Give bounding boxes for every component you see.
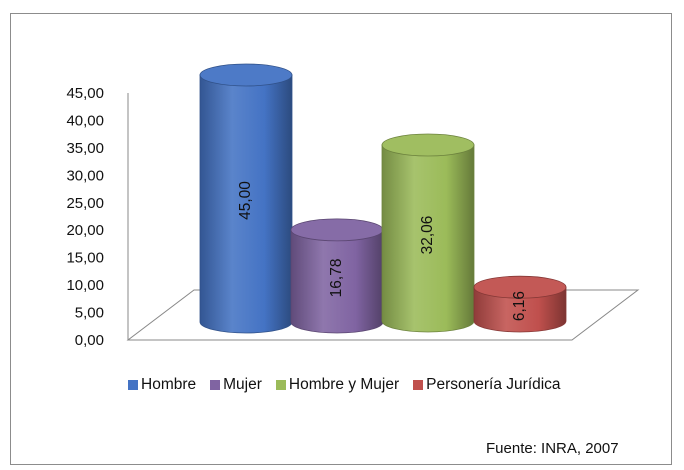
- legend-item: Personería Jurídica: [413, 376, 561, 394]
- chart-frame: [10, 13, 672, 465]
- bar-body: [473, 286, 567, 333]
- y-tick-labels: 0,00 5,00 10,00 15,00 20,00 25,00 30,00 35,00 40…: [66, 85, 104, 349]
- axis-layer: [126, 93, 640, 341]
- legend-item: Mujer: [210, 376, 262, 394]
- bar-mujer: [290, 218, 384, 334]
- bar-body: [381, 144, 475, 333]
- source-note: Fuente: INRA, 2007: [486, 440, 619, 457]
- y-tick-label: 25,00: [66, 195, 104, 212]
- data-label: 16,78: [328, 259, 345, 298]
- bar-top: [473, 275, 567, 299]
- data-label: 6,16: [511, 291, 528, 321]
- y-tick-label: 45,00: [66, 85, 104, 102]
- bar-hombre: [199, 63, 293, 334]
- y-tick-label: 30,00: [66, 167, 104, 184]
- legend-label: Personería Jurídica: [426, 376, 561, 393]
- y-tick-label: 5,00: [75, 305, 104, 322]
- data-label: 45,00: [237, 181, 254, 220]
- y-tick-label: 35,00: [66, 140, 104, 157]
- data-labels: 45,00 16,78 32,06 6,16: [237, 181, 528, 321]
- legend-swatch: [210, 380, 221, 390]
- y-tick-label: 10,00: [66, 277, 104, 294]
- legend-item: Hombre y Mujer: [275, 376, 400, 394]
- y-tick-label: 0,00: [75, 332, 104, 349]
- y-tick-label: 15,00: [66, 250, 104, 267]
- legend-swatch: [275, 380, 286, 390]
- legend-label: Hombre y Mujer: [288, 376, 400, 393]
- chart-floor: [126, 289, 640, 341]
- legend: Hombre Mujer Hombre y Mujer Personería Jurí…: [128, 374, 561, 396]
- bar-body: [290, 229, 384, 334]
- y-tick-label: 40,00: [66, 112, 104, 129]
- y-tick-label: 20,00: [66, 222, 104, 239]
- bar-body: [199, 74, 293, 334]
- legend-swatch: [128, 380, 138, 390]
- legend-label: Hombre: [141, 376, 197, 393]
- bar-hombre-y-mujer: [381, 133, 475, 333]
- bar-top: [381, 133, 475, 157]
- legend-swatch: [413, 380, 424, 390]
- data-label: 32,06: [419, 216, 436, 255]
- bar-top: [290, 218, 384, 242]
- bars-layer: [199, 63, 567, 334]
- bar-personer-a-jur-dica: [473, 275, 567, 333]
- bar-top: [199, 63, 293, 87]
- legend-item: Hombre: [128, 376, 196, 394]
- legend-label: Mujer: [223, 376, 262, 393]
